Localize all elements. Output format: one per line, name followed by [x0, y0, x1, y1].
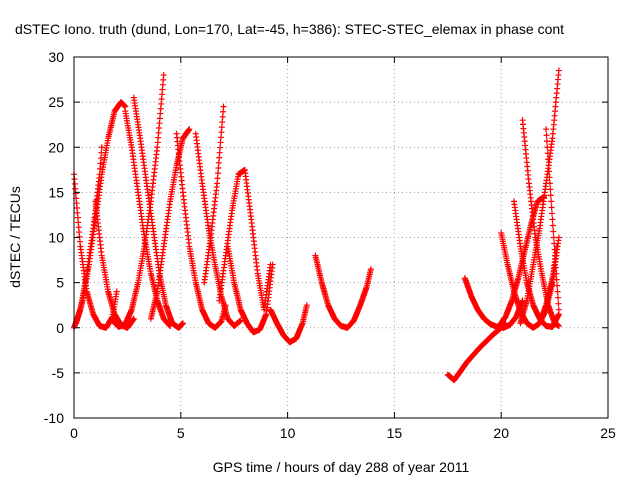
y-tick-label: 0: [56, 320, 64, 336]
data-point: [554, 282, 561, 289]
data-point: [551, 240, 558, 247]
data-point: [97, 155, 104, 162]
data-point: [219, 118, 226, 125]
data-point: [543, 138, 550, 145]
data-point: [98, 144, 105, 151]
data-point: [555, 300, 562, 307]
data-point: [555, 306, 562, 313]
y-axis-title: dSTEC / TECUs: [7, 186, 23, 288]
data-point: [543, 132, 550, 139]
y-tick-label: -5: [52, 365, 65, 381]
data-point: [269, 261, 276, 268]
series-7: [130, 94, 186, 331]
data-points: [71, 67, 562, 384]
data-point: [160, 72, 167, 79]
data-point: [217, 139, 224, 146]
data-point: [553, 270, 560, 277]
y-tick-label: 25: [48, 94, 64, 110]
data-point: [547, 192, 554, 199]
data-point: [214, 175, 221, 182]
data-point: [544, 150, 551, 157]
data-point: [549, 222, 556, 229]
y-tick-label: 10: [48, 230, 64, 246]
data-point: [218, 124, 225, 131]
data-point: [548, 204, 555, 211]
data-point: [544, 144, 551, 151]
data-point: [219, 113, 226, 120]
series-11: [201, 103, 227, 286]
data-point: [546, 180, 553, 187]
series-23: [536, 234, 562, 327]
data-point: [549, 216, 556, 223]
data-point: [543, 126, 550, 133]
data-point: [550, 234, 557, 241]
tick-labels: 0 5 10 15 20 25 -10 -5 0 5 10 15 20 25 30: [44, 49, 616, 441]
y-tick-label: 20: [48, 139, 64, 155]
y-tick-label: 15: [48, 184, 64, 200]
data-point: [220, 108, 227, 115]
data-point: [546, 174, 553, 181]
data-point: [217, 144, 224, 151]
data-point: [555, 294, 562, 301]
data-point: [555, 67, 562, 74]
data-point: [214, 180, 221, 187]
axis-ticks: [73, 56, 609, 419]
data-point: [552, 264, 559, 271]
data-point: [553, 276, 560, 283]
y-tick-label: -10: [44, 410, 64, 426]
data-point: [237, 317, 244, 324]
data-point: [220, 103, 227, 110]
data-point: [214, 170, 221, 177]
data-point: [113, 288, 120, 295]
series-6: [122, 108, 174, 329]
data-point: [552, 252, 559, 259]
data-point: [550, 228, 557, 235]
data-point: [555, 322, 562, 329]
data-point: [179, 320, 186, 327]
data-point: [555, 234, 562, 241]
x-tick-label: 20: [493, 425, 509, 441]
series-12: [216, 166, 274, 313]
x-tick-label: 15: [387, 425, 403, 441]
data-point: [215, 159, 222, 166]
series-3: [73, 99, 129, 327]
x-axis-title: GPS time / hours of day 288 of year 2011: [213, 459, 470, 475]
series-9: [173, 130, 229, 331]
data-point: [552, 258, 559, 265]
data-point: [216, 154, 223, 161]
data-point: [130, 315, 137, 322]
data-point: [547, 186, 554, 193]
data-point: [545, 156, 552, 163]
data-point: [554, 288, 561, 295]
x-tick-label: 10: [280, 425, 296, 441]
series-24: [543, 126, 562, 313]
data-point: [303, 302, 310, 309]
data-point: [97, 160, 104, 167]
data-point: [545, 162, 552, 169]
data-point: [548, 198, 555, 205]
data-point: [218, 129, 225, 136]
y-tick-label: 5: [56, 275, 64, 291]
series-14: [267, 302, 310, 346]
series-15: [312, 252, 374, 331]
data-point: [186, 126, 193, 133]
data-point: [549, 210, 556, 217]
data-point: [367, 266, 374, 273]
data-point: [216, 149, 223, 156]
series-17: [461, 275, 526, 331]
data-point: [551, 246, 558, 253]
chart-title: dSTEC Iono. truth (dund, Lon=170, Lat=-4…: [15, 21, 564, 37]
data-point: [215, 165, 222, 172]
x-tick-label: 25: [600, 425, 616, 441]
series-22: [517, 67, 562, 327]
x-tick-label: 5: [177, 425, 185, 441]
x-tick-label: 0: [70, 425, 78, 441]
data-point: [217, 134, 224, 141]
y-tick-label: 30: [48, 49, 64, 65]
series-13: [224, 243, 276, 336]
data-point: [546, 168, 553, 175]
